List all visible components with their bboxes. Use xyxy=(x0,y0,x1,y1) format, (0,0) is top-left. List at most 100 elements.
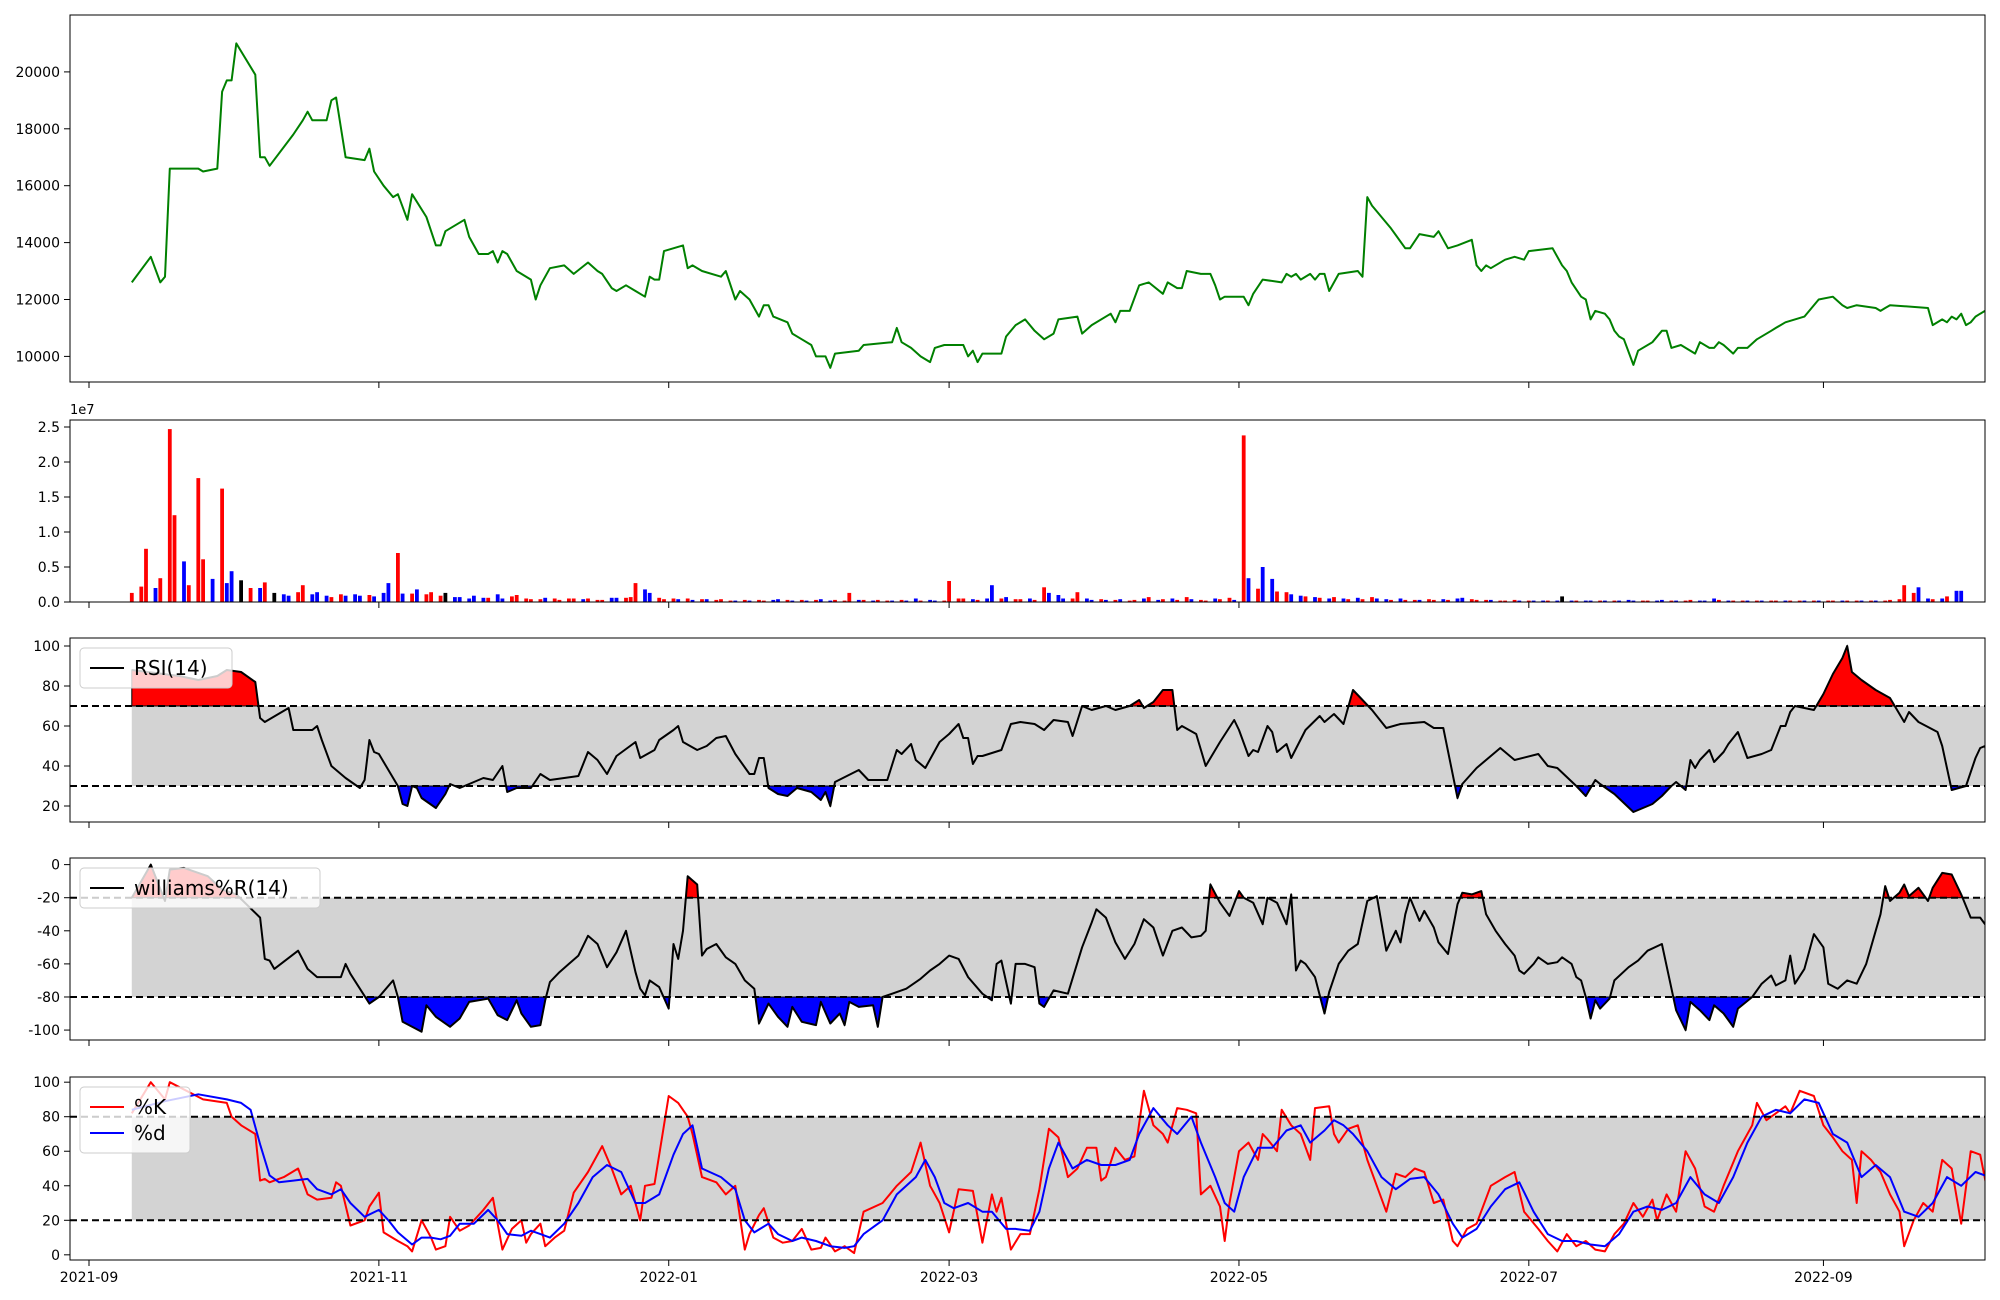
y-tick-label: 14000 xyxy=(15,236,60,252)
volume-bar xyxy=(1755,600,1759,602)
volume-bar xyxy=(429,592,433,602)
volume-bar xyxy=(1512,599,1517,602)
volume-bar xyxy=(947,581,951,602)
stochastic-panel: 0 20 40 60 80 100 2021-09 2021-11 2022-01 2022-03… xyxy=(33,1075,1986,1286)
williams-neutral-band xyxy=(131,897,1985,997)
volume-bar xyxy=(272,592,277,602)
volume-bar xyxy=(1598,600,1602,602)
volume-bar xyxy=(552,598,557,602)
y-tick-label: -100 xyxy=(28,1023,60,1039)
volume-bar xyxy=(1916,587,1921,602)
volume-bar xyxy=(1641,600,1645,602)
volume-bar xyxy=(396,553,400,602)
volume-bar xyxy=(1089,599,1094,602)
volume-bar xyxy=(999,598,1004,602)
volume-bar xyxy=(1603,600,1607,602)
y-tick-label: 2.0 xyxy=(38,455,60,471)
panels: 1000012000140001600018000200000.00.51.01… xyxy=(15,14,1986,1286)
volume-bar xyxy=(1484,599,1488,602)
y-tick-label: 100 xyxy=(33,1075,60,1091)
y-tick-label: 60 xyxy=(42,719,60,735)
rsi-axes-frame xyxy=(69,637,1986,823)
volume-bar xyxy=(1431,599,1436,602)
volume-bar xyxy=(1617,600,1621,602)
volume-bar xyxy=(1731,600,1736,602)
volume-bar xyxy=(567,598,571,602)
x-tick-label: 2022-03 xyxy=(920,1270,979,1286)
volume-bar xyxy=(1127,600,1132,602)
volume-bar xyxy=(676,599,681,602)
volume-bar xyxy=(1797,600,1802,602)
williams-axes-frame xyxy=(69,857,1986,1041)
volume-bar xyxy=(1831,600,1835,602)
volume-bar xyxy=(1897,599,1902,602)
volume-bar xyxy=(956,598,961,602)
volume-bar xyxy=(633,583,638,602)
volume-bar xyxy=(1488,599,1493,602)
y-tick-label: 80 xyxy=(42,1110,60,1126)
volume-bar xyxy=(1070,598,1075,602)
volume-bar xyxy=(1816,600,1821,602)
volume-bar xyxy=(828,600,833,602)
legend-box xyxy=(79,867,321,909)
volume-bar xyxy=(1588,600,1593,602)
legend-box xyxy=(79,647,233,689)
volume-bar xyxy=(1674,600,1678,602)
volume-bar xyxy=(1717,599,1721,602)
volume-bar xyxy=(1645,600,1650,602)
volume-bar xyxy=(310,594,315,602)
volume-bar xyxy=(1688,599,1693,602)
rsi-14--line xyxy=(131,645,1985,813)
volume-bar xyxy=(1859,600,1864,602)
y-tick-label: 100 xyxy=(33,639,60,655)
stochastic-legend: %K%d xyxy=(79,1086,191,1154)
volume-bar xyxy=(258,588,262,602)
volume-bar xyxy=(571,598,576,602)
volume-bar xyxy=(372,596,376,602)
volume-bar xyxy=(329,597,334,602)
price-panel: 10000 12000 14000 16000 18000 20000 xyxy=(15,14,1986,388)
volume-bar xyxy=(1930,599,1935,602)
volume-bar xyxy=(1004,597,1008,602)
volume-bar xyxy=(1446,599,1450,602)
y-tick-label: 20 xyxy=(42,1213,60,1229)
volume-bar xyxy=(129,592,134,602)
volume-bar xyxy=(847,592,852,602)
volume-bar xyxy=(985,598,989,602)
volume-bar xyxy=(719,599,723,602)
volume-bar xyxy=(1783,600,1788,602)
price-line xyxy=(130,42,1985,369)
volume-bar xyxy=(1959,590,1964,602)
volume-bar xyxy=(1574,600,1579,602)
volume-bar xyxy=(932,600,937,602)
volume-bar xyxy=(296,592,300,602)
volume-bar xyxy=(1726,600,1731,602)
volume-bar xyxy=(1531,600,1536,602)
volume-bar xyxy=(1669,600,1674,602)
volume-bar xyxy=(224,583,229,602)
volume-bar xyxy=(381,592,386,602)
volume-bar xyxy=(182,561,186,602)
volume-bar xyxy=(643,589,647,602)
volume-bar xyxy=(1759,600,1764,602)
volume-bar xyxy=(1945,596,1949,602)
volume-bar xyxy=(581,599,586,602)
legend-label: williams%R(14) xyxy=(134,876,289,900)
volume-bar xyxy=(785,599,790,602)
volume-bar xyxy=(1412,599,1417,602)
volume-bar xyxy=(339,594,343,602)
volume-bar xyxy=(614,597,619,602)
volume-bar xyxy=(1346,599,1351,602)
volume-bar xyxy=(443,592,448,602)
y-tick-label: -40 xyxy=(37,924,60,940)
volume-bar xyxy=(1788,600,1793,602)
volume-bar xyxy=(624,597,628,602)
volume-bar xyxy=(1370,597,1374,602)
volume-bar xyxy=(1503,600,1507,602)
volume-bar xyxy=(424,594,429,602)
volume-bar xyxy=(153,588,158,602)
volume-bar xyxy=(1317,597,1322,602)
volume-axes-frame xyxy=(69,419,1986,603)
volume-bar xyxy=(210,578,215,602)
